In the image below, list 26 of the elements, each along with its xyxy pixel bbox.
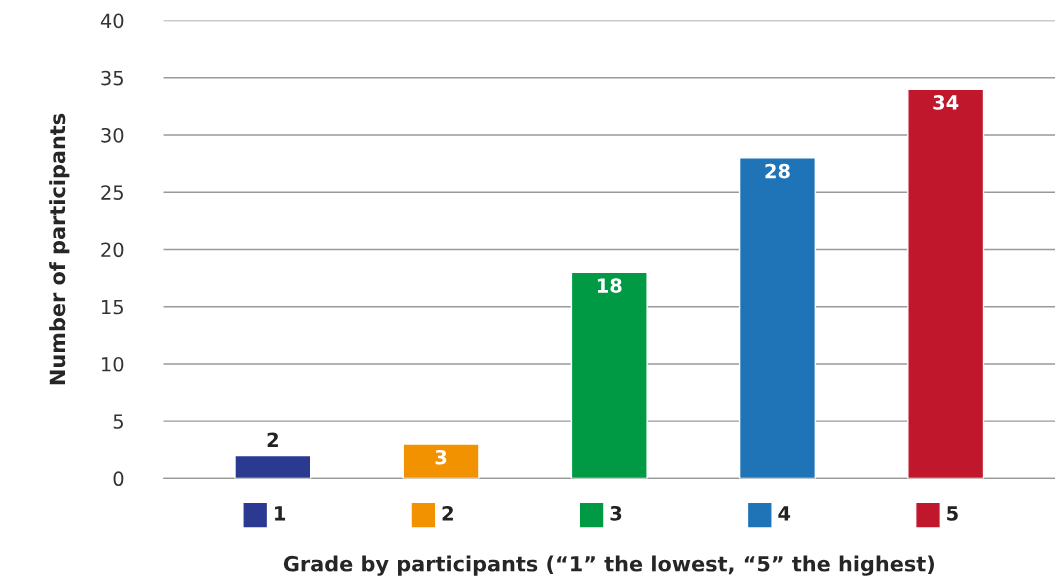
bar <box>907 88 985 479</box>
y-tick-label: 20 <box>101 242 124 258</box>
x-axis-title: Grade by participants (“1” the lowest, “5” the highest) <box>283 555 934 576</box>
bar <box>234 454 312 479</box>
y-axis-title: Number of participants <box>49 113 70 385</box>
y-tick-label: 10 <box>102 356 124 372</box>
y-tick-label: 40 <box>100 13 124 29</box>
data-label: 34 <box>933 95 959 110</box>
x-tick-label: 2 <box>442 505 453 521</box>
y-tick-label: 5 <box>113 414 123 429</box>
bar <box>570 271 648 479</box>
y-tick-label: 15 <box>102 299 123 315</box>
x-tick-label: 1 <box>275 506 286 521</box>
data-label: 3 <box>435 449 447 465</box>
x-tick-label: 3 <box>610 505 622 521</box>
bar <box>402 443 480 479</box>
y-tick-label: 25 <box>101 185 123 200</box>
y-tick-label: 30 <box>101 127 124 143</box>
y-tick-label: 35 <box>101 70 123 86</box>
data-label: 28 <box>765 163 790 179</box>
x-tick-label: 4 <box>778 506 791 521</box>
y-tick-label: 0 <box>113 471 124 487</box>
data-label: 2 <box>267 432 278 447</box>
x-tick-label: 5 <box>947 506 958 521</box>
bar <box>738 157 817 479</box>
data-label: 18 <box>597 278 622 293</box>
